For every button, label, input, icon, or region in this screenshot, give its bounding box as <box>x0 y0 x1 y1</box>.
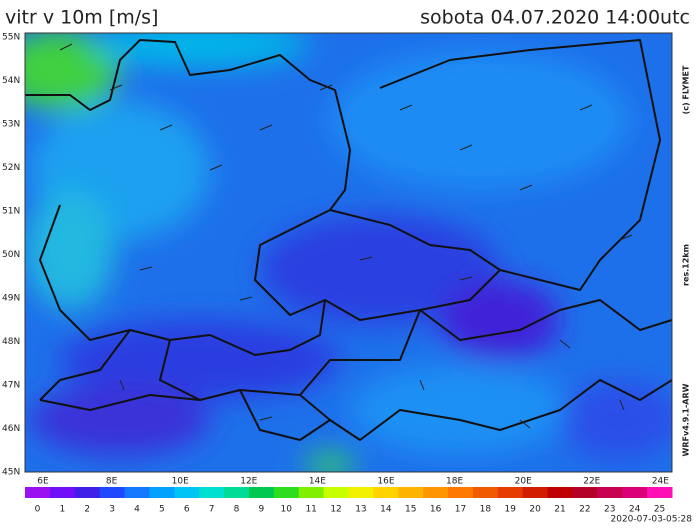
lat-label: 55N <box>2 33 20 43</box>
colorbar-swatch <box>49 487 76 498</box>
lat-label: 54N <box>2 76 20 86</box>
lat-label: 50N <box>2 250 20 260</box>
colorbar-label: 1 <box>59 505 65 515</box>
colorbar-label: 18 <box>480 505 492 515</box>
colorbar-swatch <box>423 487 449 498</box>
colorbar-label: 24 <box>629 505 641 515</box>
colorbar-label: 6 <box>184 505 190 515</box>
lat-label: 47N <box>2 381 20 391</box>
lon-label: 10E <box>172 477 189 487</box>
colorbar-label: 15 <box>405 505 416 515</box>
colorbar-label: 16 <box>430 505 442 515</box>
colorbar-label: 22 <box>579 505 590 515</box>
side-label: res.12km <box>682 244 691 286</box>
colorbar-swatch <box>572 487 598 498</box>
colorbar-swatch <box>622 487 648 498</box>
colorbar-label: 12 <box>330 505 341 515</box>
colorbar-label: 4 <box>134 505 140 515</box>
colorbar-swatch <box>124 487 150 498</box>
colorbar-swatch <box>199 487 225 498</box>
lat-label: 46N <box>2 424 20 434</box>
colorbar-swatch <box>398 487 424 498</box>
lon-label: 20E <box>515 477 532 487</box>
colorbar-swatch <box>547 487 573 498</box>
map-frame <box>24 32 673 473</box>
lon-label: 16E <box>377 477 394 487</box>
colorbar-label: 25 <box>654 505 665 515</box>
lat-label: 49N <box>2 294 20 304</box>
lat-label: 51N <box>2 207 20 217</box>
colorbar-swatch <box>149 487 175 498</box>
colorbar-swatch <box>323 487 349 498</box>
colorbar-swatch <box>348 487 374 498</box>
side-label: WRFv4.9.1-ARW <box>682 383 691 456</box>
colorbar-label: 8 <box>234 505 240 515</box>
colorbar-label: 19 <box>505 505 517 515</box>
colorbar-swatch <box>174 487 200 498</box>
colorbar-label: 9 <box>259 505 265 515</box>
colorbar-label: 0 <box>35 505 41 515</box>
colorbar-swatch <box>99 487 126 498</box>
side-label: (c) FLYMET <box>682 65 691 114</box>
lat-label: 53N <box>2 120 20 130</box>
colorbar-label: 21 <box>554 505 565 515</box>
colorbar-swatch <box>74 487 101 498</box>
colorbar-label: 20 <box>529 505 541 515</box>
lon-label: 22E <box>583 477 600 487</box>
lat-label: 48N <box>2 337 20 347</box>
colorbar-label: 2 <box>84 505 90 515</box>
lat-label: 52N <box>2 163 20 173</box>
run-time: 2020-07-03-05:28 <box>611 515 693 525</box>
colorbar-swatch <box>647 487 673 498</box>
colorbar-swatch <box>472 487 499 498</box>
colorbar-swatch <box>597 487 623 498</box>
colorbar-label: 10 <box>281 505 293 515</box>
title: vitr v 10m [m/s] <box>5 7 158 29</box>
colorbar-swatch <box>224 487 250 498</box>
colorbar-label: 14 <box>380 505 392 515</box>
datetime: sobota 04.07.2020 14:00utc <box>420 7 690 29</box>
lon-label: 24E <box>652 477 669 487</box>
colorbar-label: 11 <box>305 505 316 515</box>
lon-label: 12E <box>240 477 257 487</box>
colorbar-swatch <box>522 487 549 498</box>
lon-label: 18E <box>446 477 463 487</box>
colorbar-swatch <box>373 487 399 498</box>
lon-label: 14E <box>309 477 326 487</box>
colorbar-label: 23 <box>604 505 615 515</box>
lat-label: 45N <box>2 468 20 478</box>
colorbar-swatch <box>248 487 275 498</box>
lon-label: 8E <box>106 477 118 487</box>
colorbar-swatch <box>25 487 51 498</box>
colorbar-label: 13 <box>355 505 366 515</box>
lon-label: 6E <box>37 477 49 487</box>
colorbar-label: 3 <box>109 505 115 515</box>
colorbar-swatch <box>273 487 300 498</box>
colorbar-label: 7 <box>209 505 215 515</box>
map-field <box>25 33 672 472</box>
colorbar-swatch <box>448 487 474 498</box>
colorbar-label: 5 <box>159 505 165 515</box>
colorbar-label: 17 <box>455 505 466 515</box>
colorbar-swatch <box>298 487 325 498</box>
colorbar-swatch <box>497 487 524 498</box>
